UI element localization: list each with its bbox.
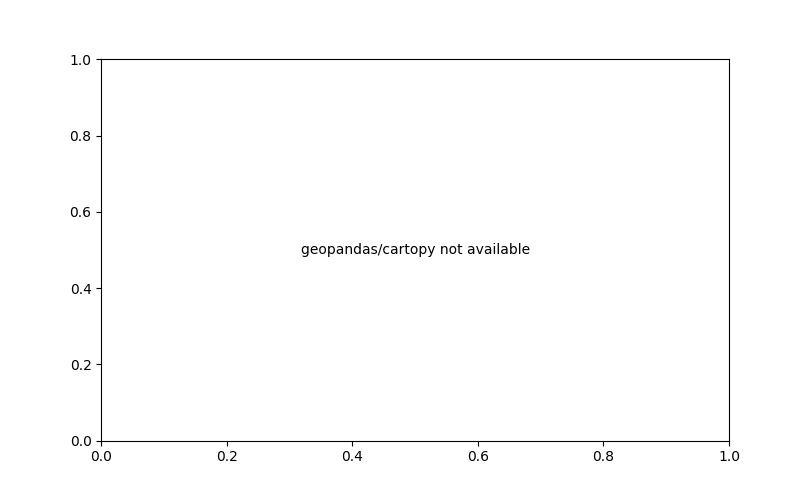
Text: geopandas/cartopy not available: geopandas/cartopy not available <box>301 243 530 257</box>
